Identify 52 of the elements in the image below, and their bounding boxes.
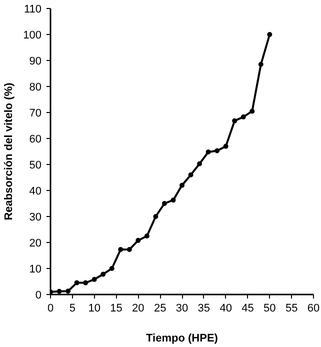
point xyxy=(162,201,167,206)
x-tick-label: 20 xyxy=(132,302,144,314)
y-tick-label: 30 xyxy=(29,212,42,224)
point xyxy=(100,272,106,277)
y-tick-label: 20 xyxy=(29,238,42,250)
point xyxy=(240,114,246,120)
y-tick-label: 60 xyxy=(29,134,42,146)
x-tick-label: 60 xyxy=(307,302,320,314)
point xyxy=(180,182,184,188)
x-tick-label: 30 xyxy=(176,302,188,314)
x-tick-label: 40 xyxy=(220,302,232,314)
x-tick-label: 0 xyxy=(47,302,54,314)
y-tick-label: 70 xyxy=(29,108,42,120)
y-tick-label: 100 xyxy=(23,30,42,42)
x-tick-label: 35 xyxy=(198,302,210,314)
point xyxy=(197,161,202,166)
point xyxy=(109,266,114,271)
y-tick-label: 40 xyxy=(29,186,42,198)
point xyxy=(92,276,97,282)
x-tick-label: 10 xyxy=(88,302,100,314)
x-axis-title: Tiempo (HPE) xyxy=(146,332,218,344)
point xyxy=(144,234,150,238)
point xyxy=(214,148,220,154)
y-axis-title: Reabsorción del vitelo (%) xyxy=(3,82,16,220)
point xyxy=(223,144,228,149)
point xyxy=(188,172,194,178)
y-tick-label: 10 xyxy=(29,264,42,276)
x-tick-label: 55 xyxy=(285,302,298,314)
point xyxy=(136,238,141,243)
point xyxy=(153,214,158,219)
point xyxy=(267,32,272,37)
point xyxy=(118,247,124,252)
point xyxy=(83,280,88,286)
x-tick-label: 25 xyxy=(154,302,166,314)
x-tick-label: 5 xyxy=(69,302,76,314)
y-tick-label: 0 xyxy=(35,290,42,302)
y-tick-label: 50 xyxy=(29,160,42,172)
y-tick-label: 80 xyxy=(29,82,42,94)
x-tick-label: 50 xyxy=(264,302,276,314)
point xyxy=(206,150,211,155)
x-tick-label: 15 xyxy=(110,302,122,314)
x-tick-label: 45 xyxy=(242,302,254,314)
point xyxy=(170,198,176,203)
y-tick-label: 90 xyxy=(29,56,42,68)
point xyxy=(250,108,255,114)
point xyxy=(56,288,62,294)
y-tick-label: 110 xyxy=(24,4,42,16)
point xyxy=(74,280,80,286)
point xyxy=(66,288,71,294)
point xyxy=(258,62,264,67)
point xyxy=(232,118,238,124)
point xyxy=(126,247,132,252)
